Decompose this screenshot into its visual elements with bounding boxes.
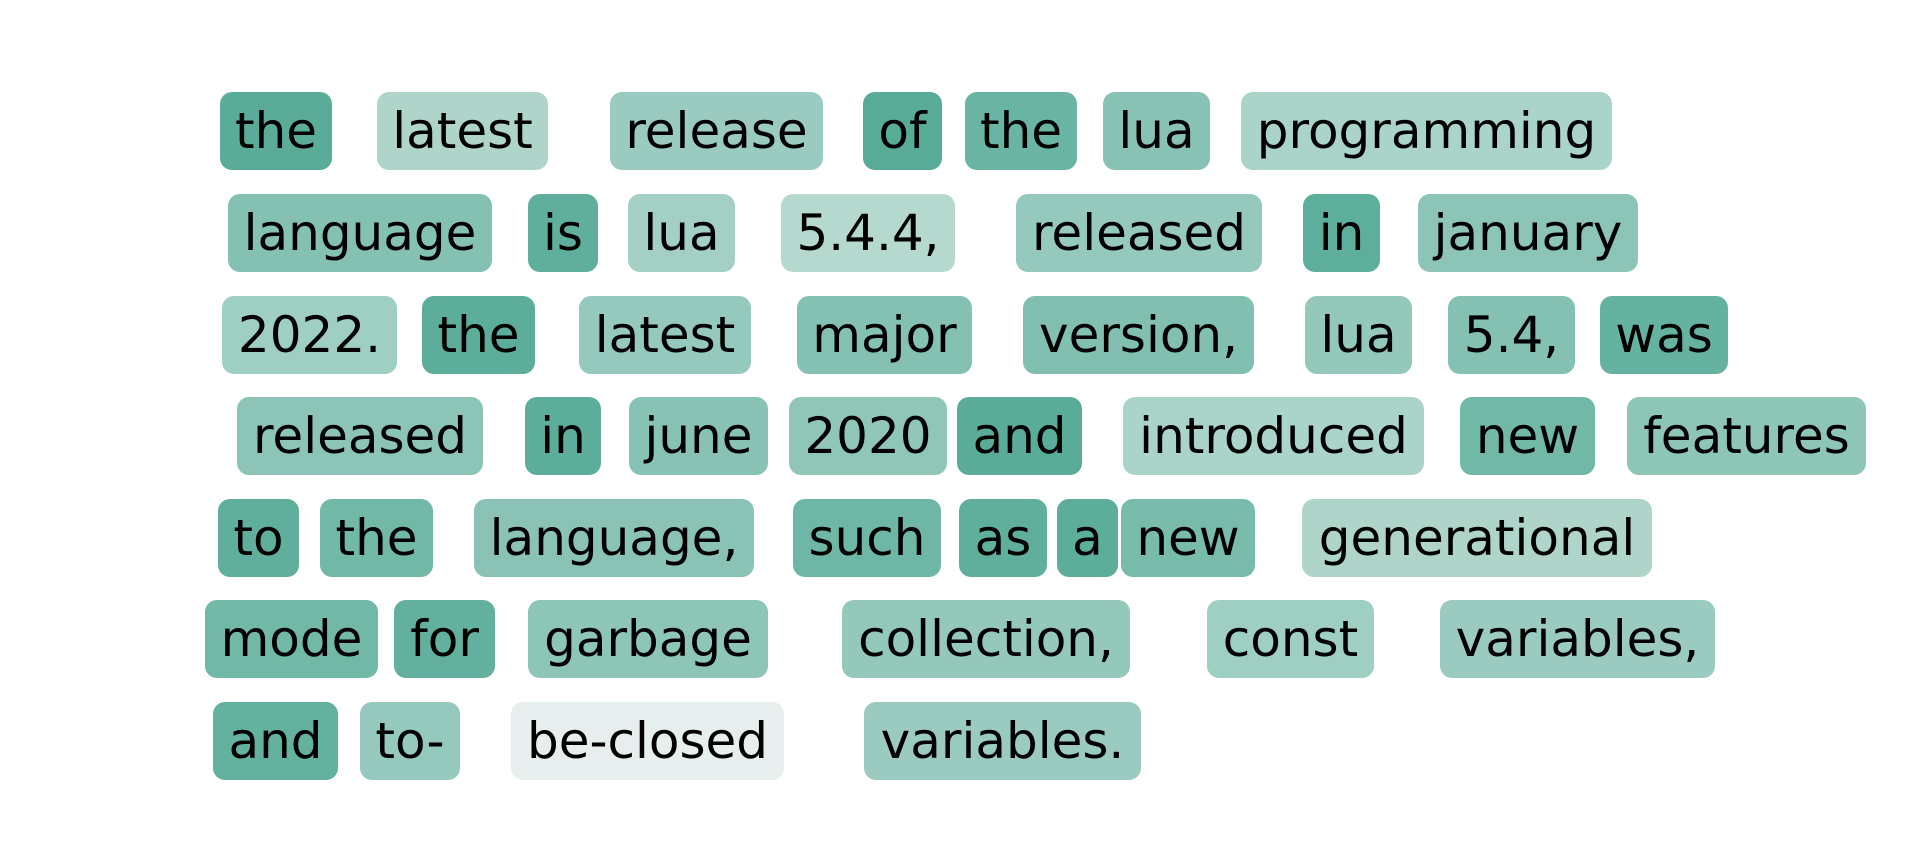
- token-20: 5.4,: [1448, 296, 1575, 374]
- token-11: released: [1016, 194, 1262, 272]
- token-47: variables.: [864, 702, 1141, 780]
- token-33: such: [793, 499, 941, 577]
- token-26: and: [957, 397, 1082, 475]
- token-16: latest: [579, 296, 751, 374]
- token-36: new: [1121, 499, 1255, 577]
- token-23: in: [525, 397, 601, 475]
- token-15: the: [422, 296, 535, 374]
- token-43: variables,: [1440, 600, 1715, 678]
- token-35: a: [1057, 499, 1118, 577]
- token-10: 5.4.4,: [781, 194, 955, 272]
- token-41: collection,: [842, 600, 1130, 678]
- token-34: as: [959, 499, 1047, 577]
- token-30: to: [218, 499, 299, 577]
- token-7: language: [228, 194, 492, 272]
- token-37: generational: [1302, 499, 1652, 577]
- token-2: release: [610, 92, 823, 170]
- token-39: for: [394, 600, 495, 678]
- token-12: in: [1303, 194, 1380, 272]
- token-32: language,: [474, 499, 754, 577]
- token-21: was: [1600, 296, 1728, 374]
- token-13: january: [1418, 194, 1638, 272]
- token-38: mode: [205, 600, 378, 678]
- token-6: programming: [1241, 92, 1612, 170]
- token-0: the: [220, 92, 332, 170]
- token-29: features: [1627, 397, 1866, 475]
- token-1: latest: [377, 92, 548, 170]
- token-5: lua: [1103, 92, 1210, 170]
- token-9: lua: [628, 194, 735, 272]
- token-3: of: [863, 92, 942, 170]
- token-45: to-: [360, 702, 460, 780]
- token-14: 2022.: [222, 296, 397, 374]
- token-4: the: [965, 92, 1077, 170]
- token-17: major: [797, 296, 972, 374]
- token-19: lua: [1305, 296, 1412, 374]
- token-22: released: [237, 397, 483, 475]
- token-44: and: [213, 702, 338, 780]
- token-27: introduced: [1123, 397, 1424, 475]
- token-42: const: [1207, 600, 1374, 678]
- token-28: new: [1460, 397, 1595, 475]
- token-40: garbage: [528, 600, 768, 678]
- token-18: version,: [1023, 296, 1254, 374]
- token-46: be-closed: [511, 702, 784, 780]
- token-24: june: [629, 397, 768, 475]
- token-8: is: [528, 194, 598, 272]
- token-31: the: [320, 499, 433, 577]
- token-25: 2020: [789, 397, 947, 475]
